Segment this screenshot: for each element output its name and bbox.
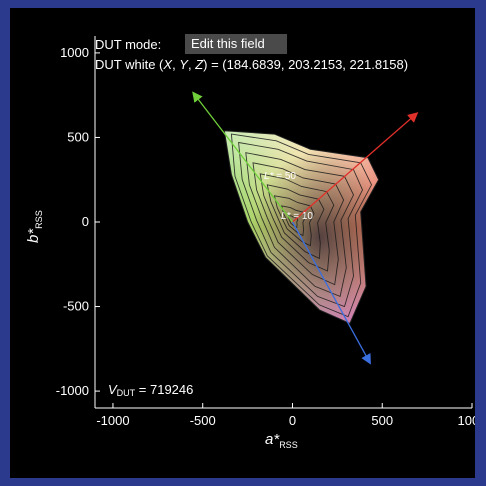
- x-tick-label-1: -500: [190, 413, 216, 428]
- x-tick-label-3: 500: [371, 413, 393, 428]
- y-tick-label-2: 0: [82, 214, 89, 229]
- label-layer: DUT mode: DUT white (X, Y, Z) = (184.683…: [25, 37, 408, 450]
- contour-L90: [230, 133, 373, 318]
- contour-L50: [259, 173, 335, 272]
- contour-L40: [266, 184, 325, 260]
- y-tick-label-1: 500: [67, 129, 89, 144]
- axes-layer: -1000 -500 0 500 1000 1000 500 0 -500 -1000: [56, 36, 475, 428]
- contour-L60: [252, 162, 345, 286]
- volume-readout: VDUT = 719246: [108, 382, 193, 398]
- plot-frame: -1000 -500 0 500 1000 1000 500 0 -500 -1000 DUT m…: [10, 8, 475, 478]
- contour-label-10: L* = 10: [281, 211, 313, 222]
- gamut-outline: [223, 130, 380, 325]
- y-tick-label-4: -1000: [56, 383, 89, 398]
- y-axis-title: b*RSS: [25, 210, 44, 243]
- mode-label: DUT mode:: [95, 37, 161, 52]
- y-tick-label-3: -500: [63, 299, 89, 314]
- contour-L30: [273, 195, 315, 247]
- x-tick-label-2: 0: [289, 413, 296, 428]
- gamut-layer: [223, 130, 380, 325]
- contour-L20: [281, 205, 306, 237]
- x-tick-label-4: 1000: [458, 413, 475, 428]
- primary-axes-layer: [192, 91, 419, 365]
- primary-axis-red: [292, 112, 419, 223]
- contour-label-50: L* = 50: [264, 171, 296, 182]
- y-tick-label-0: 1000: [60, 45, 89, 60]
- dut-mode-input[interactable]: [185, 34, 287, 54]
- primary-axis-blue: [291, 221, 371, 365]
- contour-L80: [238, 141, 363, 308]
- gamut-plot: -1000 -500 0 500 1000 1000 500 0 -500 -1000 DUT m…: [25, 36, 475, 450]
- contour-L70: [245, 152, 355, 298]
- white-point-readout: DUT white (X, Y, Z) = (184.6839, 203.215…: [95, 57, 408, 72]
- primary-axis-green: [192, 91, 293, 223]
- contour-L10: [287, 214, 299, 229]
- x-tick-label-0: -1000: [96, 413, 129, 428]
- gamut-fill-core: [224, 130, 379, 324]
- x-axis-title: a*RSS: [265, 431, 298, 450]
